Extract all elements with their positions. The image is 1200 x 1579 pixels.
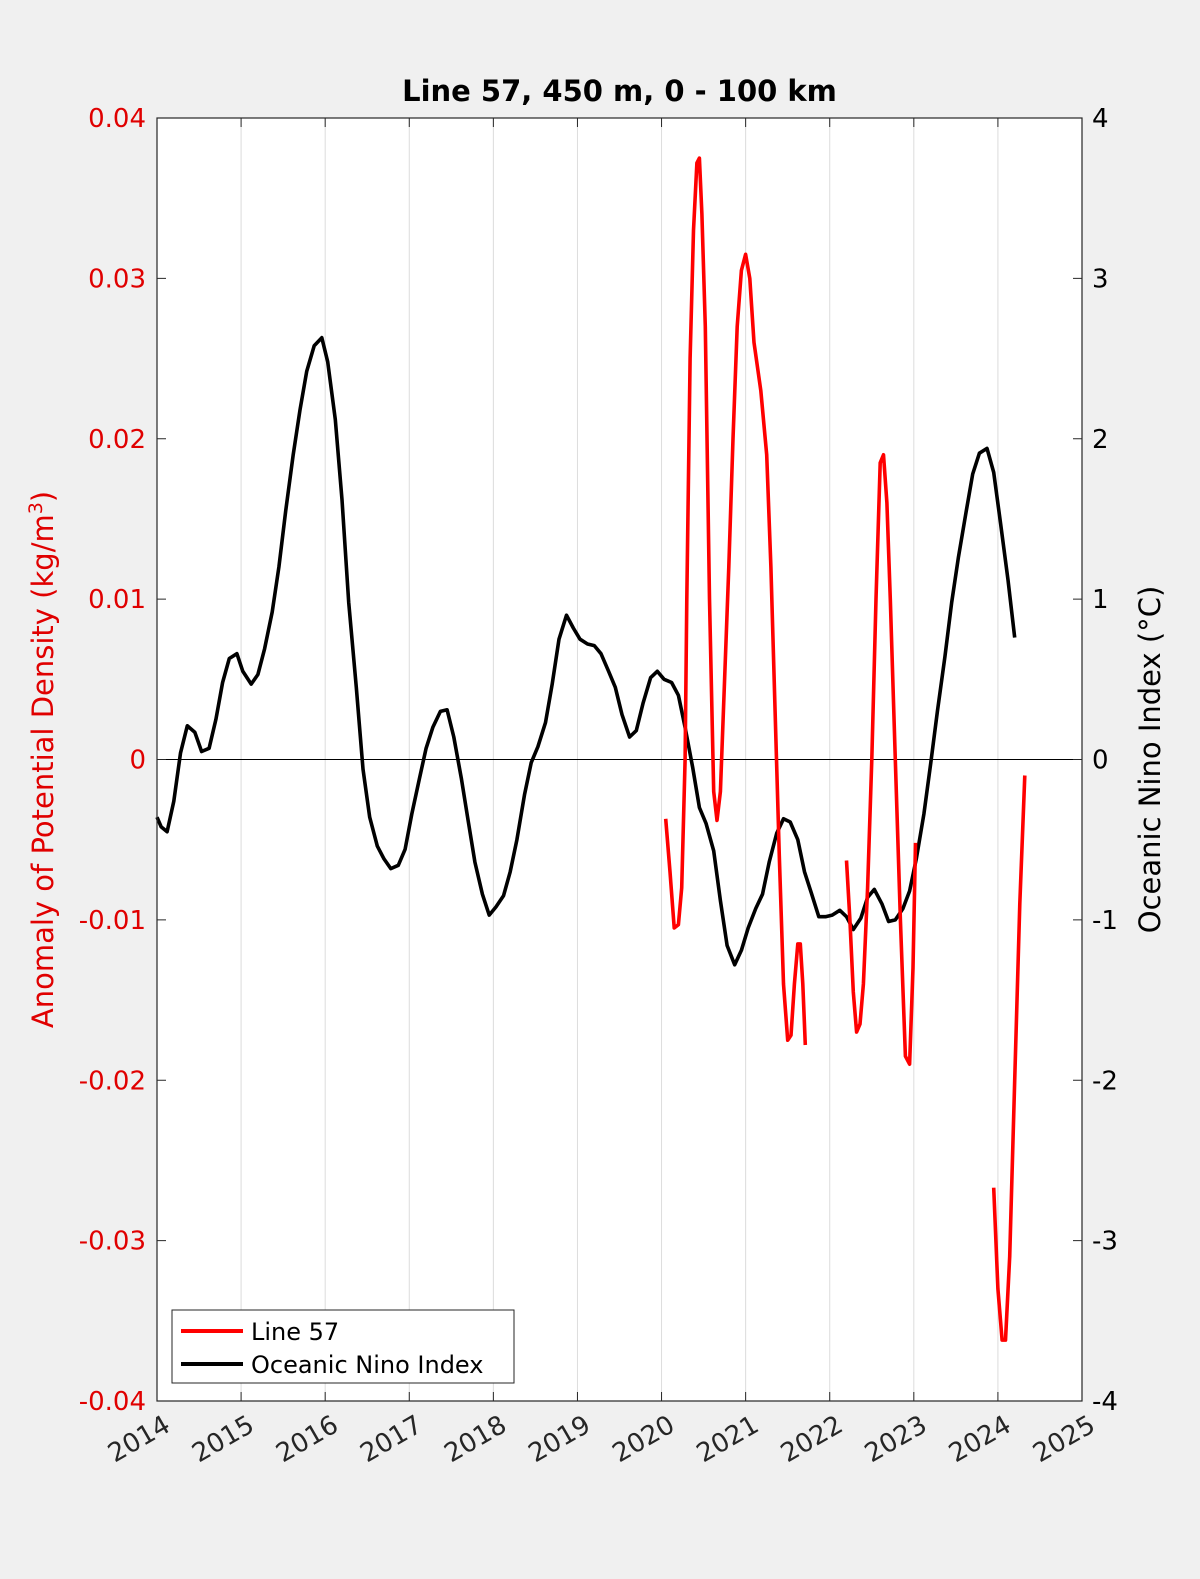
line57-series-segment-0 bbox=[663, 156, 808, 1046]
legend: Line 57 Oceanic Nino Index bbox=[171, 1309, 515, 1384]
y-left-tick-label: -0.04 bbox=[79, 1387, 146, 1417]
x-tick-label: 2023 bbox=[860, 1410, 932, 1469]
line57-series-segment-1 bbox=[844, 452, 918, 1066]
y-left-tick-label: 0.03 bbox=[88, 264, 146, 294]
x-tick-label: 2018 bbox=[439, 1410, 511, 1469]
x-tick-label: 2024 bbox=[944, 1410, 1016, 1469]
y-right-tick-label: -3 bbox=[1092, 1227, 1118, 1257]
x-tick-label: 2019 bbox=[524, 1410, 596, 1469]
y-right-tick-label: 3 bbox=[1092, 264, 1109, 294]
y-left-tick-label: -0.01 bbox=[79, 906, 146, 936]
y-left-tick-label: 0.04 bbox=[88, 104, 146, 134]
x-tick-label: 2021 bbox=[692, 1410, 764, 1469]
x-tick-label: 2014 bbox=[103, 1410, 175, 1469]
line57-series-segment-2 bbox=[991, 775, 1027, 1342]
oni-series-segment-0 bbox=[155, 335, 1017, 967]
y-right-tick-label: -2 bbox=[1092, 1066, 1118, 1096]
left-axis-label-superscript: 3 bbox=[25, 502, 47, 514]
x-tick-label: 2016 bbox=[271, 1410, 343, 1469]
left-axis-label-close: ) bbox=[26, 491, 60, 502]
y-right-tick-label: -1 bbox=[1092, 906, 1118, 936]
y-left-tick-label: -0.02 bbox=[79, 1066, 146, 1096]
axis-layer: 2014 2015 2016 2017 2018 2019 2020 2021 2022 2023… bbox=[79, 104, 1118, 1469]
chart-title: Line 57, 450 m, 0 - 100 km bbox=[402, 74, 837, 108]
y-right-tick-label: 2 bbox=[1092, 425, 1109, 455]
y-right-tick-label: 1 bbox=[1092, 585, 1109, 615]
left-axis-label-text: Anomaly of Potential Density (kg/m bbox=[26, 514, 60, 1028]
x-tick-label: 2017 bbox=[355, 1410, 427, 1469]
legend-box bbox=[171, 1309, 515, 1384]
x-tick-label: 2022 bbox=[776, 1410, 848, 1469]
y-left-tick-label: -0.03 bbox=[79, 1227, 146, 1257]
y-left-tick-label: 0.02 bbox=[88, 425, 146, 455]
x-tick-label: 2015 bbox=[187, 1410, 259, 1469]
legend-label-line-57: Line 57 bbox=[251, 1318, 339, 1346]
y-right-tick-label: 4 bbox=[1092, 104, 1109, 134]
series-layer bbox=[155, 156, 1027, 1342]
left-axis-label: Anomaly of Potential Density (kg/m3) bbox=[25, 491, 60, 1028]
legend-label-oni: Oceanic Nino Index bbox=[251, 1351, 483, 1379]
y-right-tick-label: 0 bbox=[1092, 746, 1109, 776]
x-tick-label: 2020 bbox=[608, 1410, 680, 1469]
y-left-tick-label: 0 bbox=[129, 746, 146, 776]
y-left-tick-label: 0.01 bbox=[88, 585, 146, 615]
x-tick-label: 2025 bbox=[1028, 1410, 1100, 1469]
right-axis-label: Oceanic Nino Index (°C) bbox=[1133, 586, 1167, 934]
y-right-tick-label: -4 bbox=[1092, 1387, 1118, 1417]
